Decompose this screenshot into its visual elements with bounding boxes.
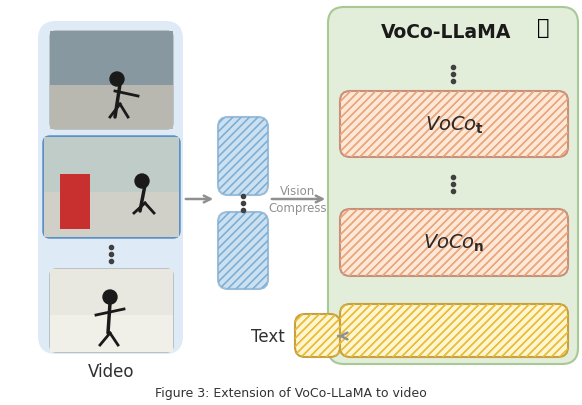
FancyBboxPatch shape bbox=[340, 92, 568, 158]
FancyBboxPatch shape bbox=[50, 269, 173, 352]
FancyBboxPatch shape bbox=[328, 8, 578, 364]
Text: Video: Video bbox=[88, 362, 134, 380]
Circle shape bbox=[135, 175, 149, 189]
Bar bbox=[50, 269, 173, 315]
FancyBboxPatch shape bbox=[295, 314, 340, 357]
Bar bbox=[44, 138, 179, 192]
Text: Figure 3: Extension of VoCo-LLaMA to video: Figure 3: Extension of VoCo-LLaMA to vid… bbox=[155, 386, 427, 399]
Bar bbox=[50, 32, 173, 86]
Circle shape bbox=[110, 73, 124, 87]
Text: Text: Text bbox=[251, 327, 285, 345]
Bar bbox=[50, 86, 173, 130]
Text: $\mathbf{\mathit{VoCo}_n}$: $\mathbf{\mathit{VoCo}_n}$ bbox=[423, 232, 485, 254]
Text: VoCo-LLaMA: VoCo-LLaMA bbox=[381, 23, 511, 43]
Bar bbox=[44, 192, 179, 237]
FancyBboxPatch shape bbox=[44, 138, 179, 237]
Circle shape bbox=[103, 290, 117, 304]
FancyBboxPatch shape bbox=[50, 32, 173, 130]
FancyBboxPatch shape bbox=[218, 213, 268, 289]
Bar bbox=[60, 175, 90, 230]
FancyBboxPatch shape bbox=[340, 304, 568, 357]
FancyBboxPatch shape bbox=[218, 118, 268, 196]
FancyBboxPatch shape bbox=[38, 22, 183, 354]
Text: $\mathbf{\mathit{VoCo}_t}$: $\mathbf{\mathit{VoCo}_t}$ bbox=[424, 114, 484, 135]
Text: Vision
Compress: Vision Compress bbox=[269, 185, 327, 215]
Text: 🔥: 🔥 bbox=[537, 18, 549, 38]
Bar bbox=[50, 315, 173, 352]
FancyBboxPatch shape bbox=[340, 209, 568, 276]
